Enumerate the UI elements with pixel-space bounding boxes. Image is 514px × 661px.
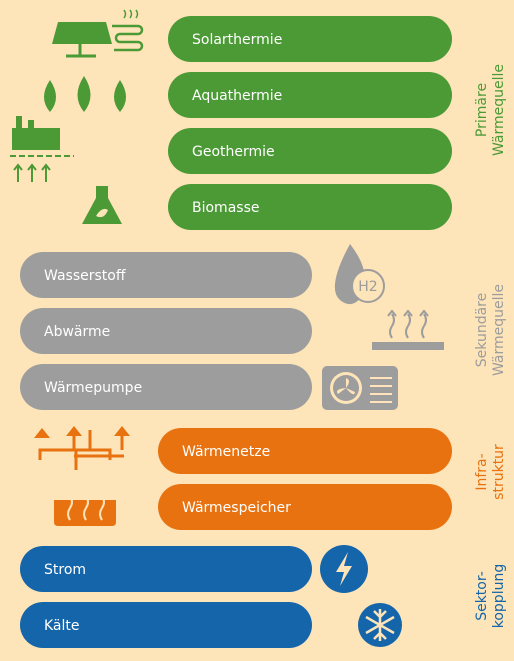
pill-label: Wärmenetze [182, 444, 270, 460]
pill [20, 364, 312, 410]
pill [168, 16, 452, 62]
solar-icon [52, 9, 144, 58]
pill [20, 602, 312, 648]
pill [168, 128, 452, 174]
waste-heat-icon [372, 309, 444, 350]
power-icon [320, 545, 368, 593]
pill-label: Kälte [44, 618, 80, 634]
group-label: Sekundäre [474, 293, 490, 367]
geothermal-icon [10, 116, 74, 182]
group-label: Wärmequelle [491, 284, 507, 376]
pill [158, 428, 452, 474]
h2-label: H2 [358, 279, 377, 295]
hydrogen-icon: H2 [334, 244, 385, 305]
pill-label: Biomasse [192, 200, 259, 216]
pill-label: Wärmespeicher [182, 500, 291, 516]
pill [168, 72, 452, 118]
pill-label: Abwärme [44, 324, 110, 340]
cold-icon [358, 603, 402, 647]
pill-label: Geothermie [192, 144, 275, 160]
pill-label: Wärmepumpe [44, 380, 142, 396]
group-label: Sektor- [474, 571, 490, 621]
pill [168, 184, 452, 230]
group-label: Primäre [474, 83, 490, 137]
group-label: Wärmequelle [491, 64, 507, 156]
pill [20, 308, 312, 354]
drops-icon [44, 76, 126, 112]
flask-icon [82, 186, 122, 224]
pill-label: Wasserstoff [44, 268, 126, 284]
pill [20, 546, 312, 592]
pill [20, 252, 312, 298]
network-icon [34, 426, 130, 470]
pill-label: Solarthermie [192, 32, 282, 48]
pill-label: Aquathermie [192, 88, 282, 104]
storage-icon [54, 489, 116, 526]
heat-pump-icon [322, 366, 398, 410]
pill-label: Strom [44, 562, 86, 578]
group-label: struktur [491, 444, 507, 500]
group-label: kopplung [491, 564, 507, 628]
group-label: Infra- [474, 453, 490, 490]
pill [158, 484, 452, 530]
